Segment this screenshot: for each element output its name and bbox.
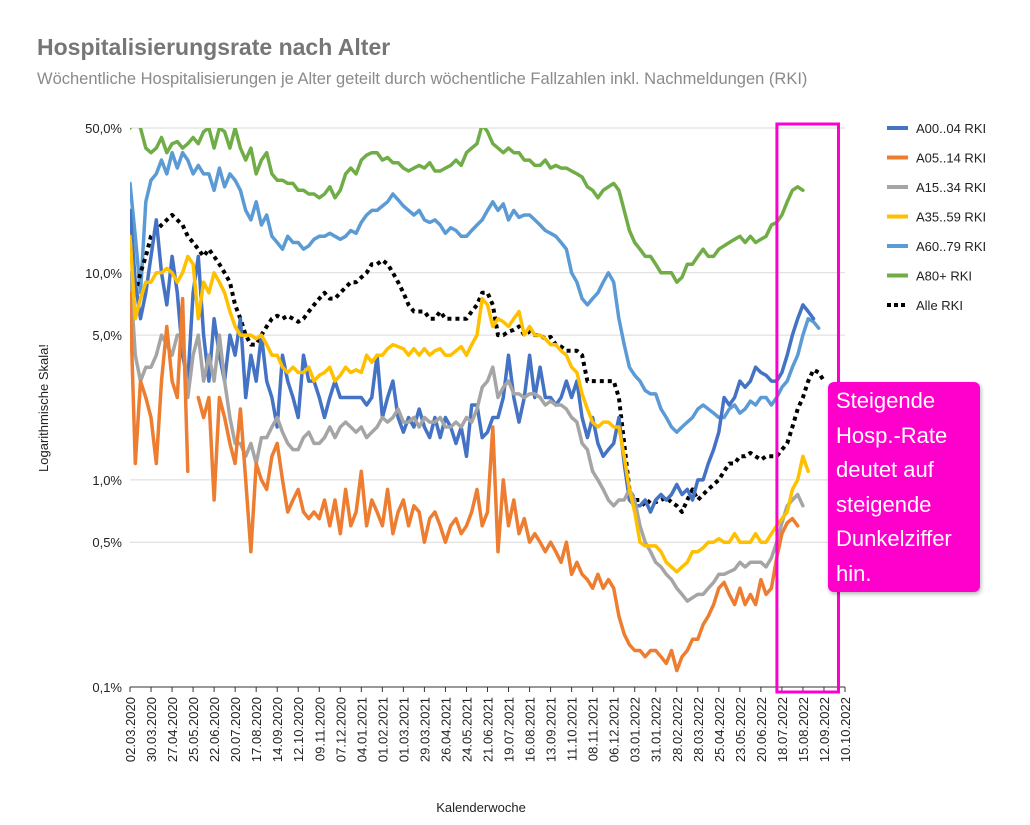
series-6: [130, 213, 826, 514]
series-line: [130, 150, 821, 434]
x-tick-label: 20.06.2022: [754, 697, 769, 762]
x-tick-label: 26.04.2021: [438, 697, 453, 762]
legend-label: A05..14 RKI: [916, 151, 986, 166]
series-lines: [130, 128, 826, 673]
x-tick-label: 12.10.2020: [291, 697, 306, 762]
x-tick-label: 01.02.2021: [375, 697, 390, 762]
x-tick-label: 07.12.2020: [333, 697, 348, 762]
x-tick-label: 19.07.2021: [502, 697, 517, 762]
x-axis-ticks: 02.03.2020 30.03.2020 27.04.2020 25.05.2020…: [123, 686, 853, 762]
annotation-callout: [828, 382, 980, 592]
series-line: [130, 128, 805, 284]
series-2: [130, 271, 805, 603]
series-line: [130, 291, 800, 673]
chart-subtitle: Wöchentliche Hospitalisierungen je Alter…: [37, 70, 808, 88]
series-line: [130, 213, 826, 514]
legend-label: Alle RKI: [916, 298, 963, 313]
x-tick-label: 01.03.2021: [396, 697, 411, 762]
x-tick-label: 16.08.2021: [523, 697, 538, 762]
x-tick-label: 31.01.2022: [649, 697, 664, 762]
legend-label: A60..79 RKI: [916, 239, 986, 254]
x-tick-label: 04.01.2021: [354, 697, 369, 762]
x-tick-label: 24.05.2021: [459, 697, 474, 762]
y-axis-ticks: 50,0% 10,0% 5,0% 1,0% 0,5% 0,1%: [85, 121, 122, 695]
series-line: [130, 234, 810, 574]
x-tick-label: 02.03.2020: [123, 697, 138, 762]
x-tick-label: 08.11.2021: [586, 697, 601, 761]
y-tick-label: 50,0%: [85, 121, 122, 136]
series-5: [130, 128, 805, 284]
x-tick-label: 25.04.2022: [712, 697, 727, 762]
chart-title: Hospitalisierungsrate nach Alter: [37, 34, 391, 60]
legend-label: A80+ RKI: [916, 269, 972, 284]
x-tick-label: 22.06.2020: [207, 697, 222, 762]
series-4: [130, 150, 821, 434]
x-tick-label: 30.03.2020: [144, 697, 159, 762]
x-axis-title: Kalenderwoche: [436, 800, 526, 815]
y-tick-label: 5,0%: [92, 328, 122, 343]
x-tick-label: 15.08.2022: [796, 697, 811, 762]
x-tick-label: 27.04.2020: [165, 697, 180, 762]
x-tick-label: 28.03.2022: [691, 697, 706, 762]
x-tick-label: 06.12.2021: [607, 697, 622, 762]
series-line: [130, 271, 805, 603]
x-tick-label: 18.07.2022: [775, 697, 790, 762]
legend: A00..04 RKI A05..14 RKI A15..34 RKI A35..59…: [887, 121, 986, 313]
legend-label: A35..59 RKI: [916, 210, 986, 225]
x-tick-label: 25.05.2020: [186, 697, 201, 762]
x-tick-label: 03.01.2022: [628, 697, 643, 762]
x-tick-label: 23.05.2022: [733, 697, 748, 762]
legend-label: A15..34 RKI: [916, 180, 986, 195]
x-tick-label: 10.10.2022: [838, 697, 853, 762]
x-tick-label: 29.03.2021: [417, 697, 432, 762]
y-axis-title: Logarithmische Skala!: [36, 344, 51, 472]
y-tick-label: 1,0%: [92, 473, 122, 488]
y-tick-label: 0,5%: [92, 535, 122, 550]
series-1: [130, 291, 800, 673]
y-tick-label: 0,1%: [92, 680, 122, 695]
x-tick-label: 14.09.2020: [270, 697, 285, 762]
series-3: [130, 234, 810, 574]
x-tick-label: 13.09.2021: [544, 697, 559, 762]
annotation-text: Steigende Hosp.-Rate deutet auf steigend…: [836, 388, 952, 586]
x-tick-label: 11.10.2021: [565, 697, 580, 761]
x-tick-label: 12.09.2022: [817, 697, 832, 762]
x-tick-label: 17.08.2020: [249, 697, 264, 762]
x-tick-label: 09.11.2020: [312, 697, 327, 761]
series-line: [130, 208, 816, 514]
x-tick-label: 21.06.2021: [481, 697, 496, 762]
x-tick-label: 20.07.2020: [228, 697, 243, 762]
y-tick-label: 10,0%: [85, 266, 122, 281]
x-tick-label: 28.02.2022: [670, 697, 685, 762]
legend-label: A00..04 RKI: [916, 121, 986, 136]
